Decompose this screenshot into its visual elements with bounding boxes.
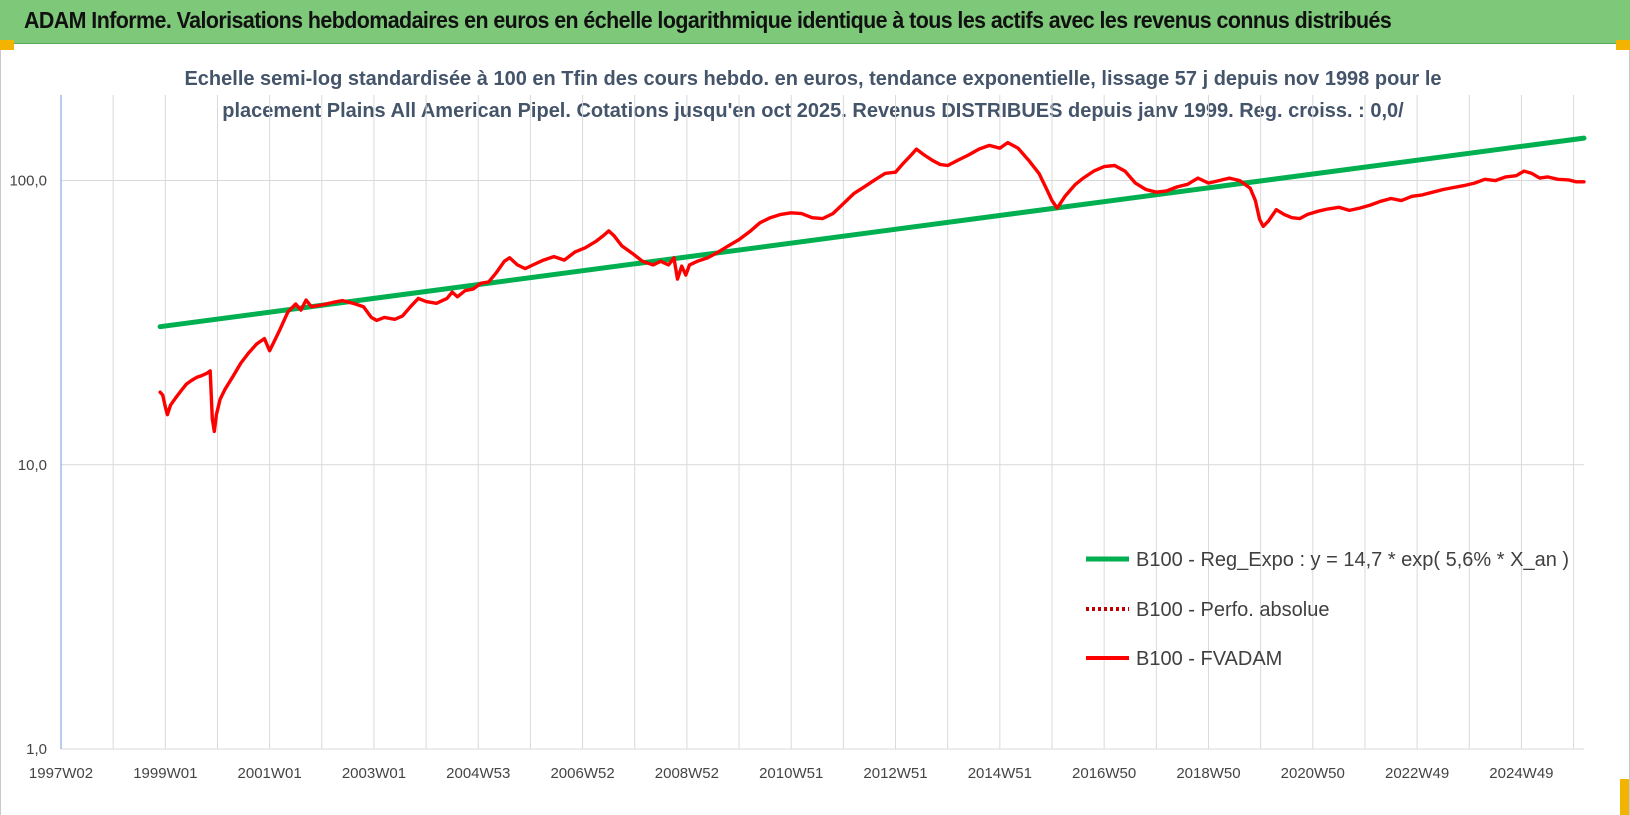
x-tick-label: 2012W51 bbox=[863, 765, 927, 782]
chart-subtitle-line-1: Echelle semi-log standardisée à 100 en T… bbox=[184, 68, 1441, 90]
y-tick-label: 100,0 bbox=[9, 173, 47, 190]
x-tick-label: 1997W02 bbox=[29, 765, 93, 782]
corner-marker-left bbox=[0, 40, 14, 50]
legend-label-2: B100 - FVADAM bbox=[1136, 648, 1282, 670]
x-tick-label: 1999W01 bbox=[133, 765, 197, 782]
x-tick-label: 2010W51 bbox=[759, 765, 823, 782]
header-bar: ADAM Informe. Valorisations hebdomadaire… bbox=[0, 0, 1630, 44]
chart-subtitle-line-2: placement Plains All American Pipel. Cot… bbox=[222, 100, 1404, 122]
header-title: ADAM Informe. Valorisations hebdomadaire… bbox=[24, 7, 1392, 33]
x-tick-label: 2001W01 bbox=[238, 765, 302, 782]
x-tick-label: 2016W50 bbox=[1072, 765, 1136, 782]
x-tick-label: 2003W01 bbox=[342, 765, 406, 782]
x-tick-label: 2004W53 bbox=[446, 765, 510, 782]
x-tick-label: 2018W50 bbox=[1176, 765, 1240, 782]
x-tick-label: 2014W51 bbox=[968, 765, 1032, 782]
x-tick-label: 2022W49 bbox=[1385, 765, 1449, 782]
corner-marker-bottom-right bbox=[1620, 779, 1630, 815]
series-line-0 bbox=[157, 135, 1587, 330]
y-tick-label: 1,0 bbox=[26, 741, 47, 758]
chart-svg: Echelle semi-log standardisée à 100 en T… bbox=[9, 68, 1587, 782]
x-tick-label: 2008W52 bbox=[655, 765, 719, 782]
legend-label-0: B100 - Reg_Expo : y = 14,7 * exp( 5,6% *… bbox=[1136, 549, 1569, 571]
y-tick-label: 10,0 bbox=[18, 457, 47, 474]
chart-area: Echelle semi-log standardisée à 100 en T… bbox=[0, 50, 1630, 815]
corner-marker-right bbox=[1616, 40, 1630, 50]
legend-label-1: B100 - Perfo. absolue bbox=[1136, 599, 1329, 621]
x-tick-label: 2024W49 bbox=[1489, 765, 1553, 782]
x-tick-label: 2006W52 bbox=[550, 765, 614, 782]
series-line-2 bbox=[158, 140, 1586, 434]
x-tick-label: 2020W50 bbox=[1281, 765, 1345, 782]
